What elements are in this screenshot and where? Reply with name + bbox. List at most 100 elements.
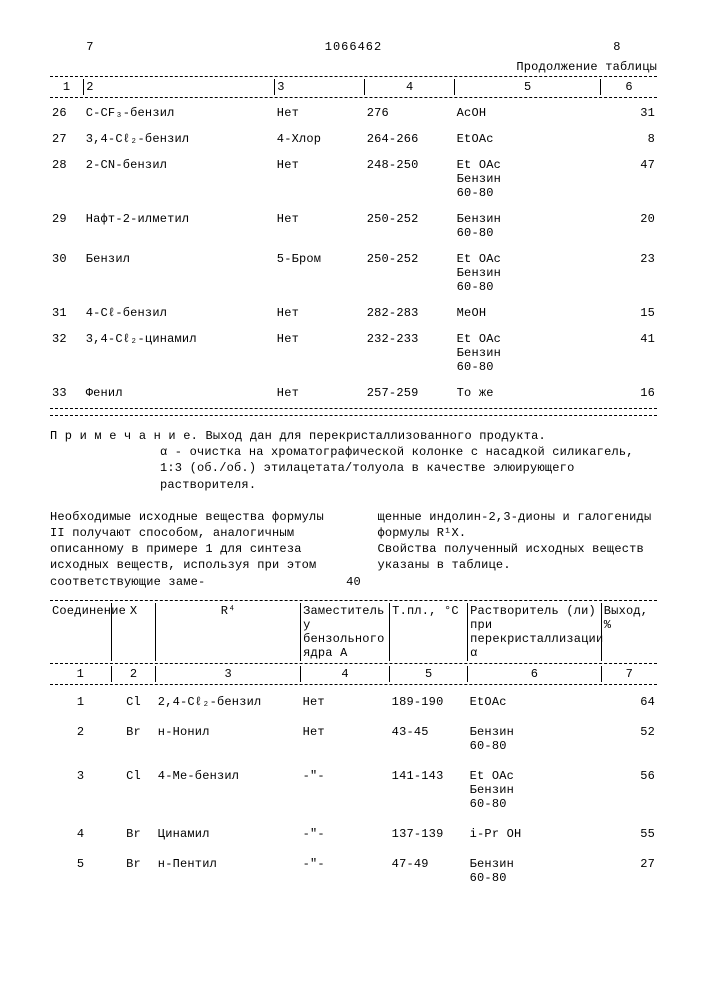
t2-subheader-cell: 5 xyxy=(390,666,468,682)
table-cell: 137-139 xyxy=(390,819,468,849)
table-row: 30Бензил5-Бром250-252Et OAcБензин60-8023 xyxy=(50,246,657,300)
table-cell: 2-CN-бензил xyxy=(84,152,275,206)
table-cell: 23 xyxy=(601,246,657,300)
table-cell: Нет xyxy=(275,326,365,380)
table-cell: 27 xyxy=(601,849,657,893)
table-row: 26C-CF₃-бензилНет276AcOH31 xyxy=(50,100,657,126)
table-cell: Et OAcБензин60-80 xyxy=(455,326,601,380)
table-cell: 52 xyxy=(601,717,657,761)
t2-subheader-cell: 7 xyxy=(601,666,657,682)
note-line2: α - очистка на хроматографической колонк… xyxy=(160,444,657,493)
table-cell: Бензин60-80 xyxy=(468,717,602,761)
table-cell: 276 xyxy=(365,100,455,126)
divider xyxy=(50,684,657,685)
table-2-header-row: Соединение X R⁴ Заместитель у бензольног… xyxy=(50,603,657,661)
table-row: 2Brн-НонилНет43-45Бензин60-8052 xyxy=(50,717,657,761)
table-cell: Нет xyxy=(301,687,390,717)
table-cell: Br xyxy=(111,819,156,849)
table-row: 314-Cℓ-бензилНет282-283MeOH15 xyxy=(50,300,657,326)
table-cell: 282-283 xyxy=(365,300,455,326)
line-number: 40 xyxy=(346,574,362,590)
table-cell: Цинамил xyxy=(156,819,301,849)
table-row: 323,4-Cℓ₂-цинамилНет232-233Et OAcБензин6… xyxy=(50,326,657,380)
table-cell: 3 xyxy=(50,761,111,819)
table-cell: 141-143 xyxy=(390,761,468,819)
table-cell: Et OAcБензин60-80 xyxy=(468,761,602,819)
table-cell: 15 xyxy=(601,300,657,326)
divider xyxy=(50,76,657,77)
t2-h6: Растворитель (ли) при перекристаллизации… xyxy=(468,603,602,661)
t1-header-cell: 4 xyxy=(365,79,455,95)
table-cell: 4-Me-бензил xyxy=(156,761,301,819)
table-cell: 32 xyxy=(50,326,84,380)
table-cell: Нет xyxy=(275,152,365,206)
table-cell: 26 xyxy=(50,100,84,126)
divider xyxy=(50,663,657,664)
table-cell: То же xyxy=(455,380,601,406)
table-1-header-row: 123456 xyxy=(50,79,657,95)
table-cell: 29 xyxy=(50,206,84,246)
body-text-left: Необходимые исходные вещества формулы II… xyxy=(50,509,330,590)
table-cell: 257-259 xyxy=(365,380,455,406)
table-cell: Et OAcБензин60-80 xyxy=(455,152,601,206)
table-2: Соединение X R⁴ Заместитель у бензольног… xyxy=(50,603,657,661)
table-cell: 2,4-Cℓ₂-бензил xyxy=(156,687,301,717)
body-text-right: щенные индолин-2,3-дионы и галогениды фо… xyxy=(378,509,658,590)
table-cell: 3,4-Cℓ₂-цинамил xyxy=(84,326,275,380)
table-cell: Br xyxy=(111,849,156,893)
table-cell: 20 xyxy=(601,206,657,246)
table-cell: Cl xyxy=(111,687,156,717)
table-cell: Бензин60-80 xyxy=(468,849,602,893)
table-cell: 264-266 xyxy=(365,126,455,152)
table-2-body: 1Cl2,4-Cℓ₂-бензилНет189-190EtOAc642Brн-Н… xyxy=(50,687,657,893)
t2-subheader-cell: 3 xyxy=(156,666,301,682)
t1-header-cell: 5 xyxy=(455,79,601,95)
page-header: 7 1066462 8 xyxy=(50,40,657,54)
table-cell: 56 xyxy=(601,761,657,819)
table-cell: 8 xyxy=(601,126,657,152)
table-cell: Et OAcБензин60-80 xyxy=(455,246,601,300)
table-2-subhead: 1234567 xyxy=(50,666,657,682)
table-cell: 43-45 xyxy=(390,717,468,761)
t1-header-cell: 2 xyxy=(84,79,275,95)
table-cell: Бензин60-80 xyxy=(455,206,601,246)
table-cell: 4-Cℓ-бензил xyxy=(84,300,275,326)
table-cell: 5 xyxy=(50,849,111,893)
table-cell: 250-252 xyxy=(365,206,455,246)
table-cell: 250-252 xyxy=(365,246,455,300)
table-cell: i-Pr OH xyxy=(468,819,602,849)
t2-subheader-cell: 6 xyxy=(468,666,602,682)
page-right-number: 8 xyxy=(577,40,657,54)
table-cell: MeOH xyxy=(455,300,601,326)
divider xyxy=(50,600,657,601)
continuation-label: Продолжение таблицы xyxy=(50,60,657,74)
table-cell: C-CF₃-бензил xyxy=(84,100,275,126)
table-cell: -"- xyxy=(301,819,390,849)
table-cell: -"- xyxy=(301,849,390,893)
table-row: 4BrЦинамил-"-137-139i-Pr OH55 xyxy=(50,819,657,849)
table-cell: 47 xyxy=(601,152,657,206)
table-cell: 47-49 xyxy=(390,849,468,893)
table-cell: Нет xyxy=(275,300,365,326)
table-cell: Нет xyxy=(275,100,365,126)
table-row: 282-CN-бензилНет248-250Et OAcБензин60-80… xyxy=(50,152,657,206)
note-line1: Выход дан для перекристаллизованного про… xyxy=(205,429,545,443)
t2-subheader-cell: 2 xyxy=(111,666,156,682)
table-cell: AcOH xyxy=(455,100,601,126)
t2-subheader-cell: 1 xyxy=(50,666,111,682)
patent-number: 1066462 xyxy=(130,40,577,54)
table-1-body: 26C-CF₃-бензилНет276AcOH31273,4-Cℓ₂-бенз… xyxy=(50,100,657,406)
table-cell: Бензил xyxy=(84,246,275,300)
t1-header-cell: 6 xyxy=(601,79,657,95)
table-1: 123456 xyxy=(50,79,657,95)
table-cell: EtOAc xyxy=(455,126,601,152)
t2-h7: Выход, % xyxy=(601,603,657,661)
divider xyxy=(50,415,657,416)
table-row: 33ФенилНет257-259То же16 xyxy=(50,380,657,406)
t2-subheader-cell: 4 xyxy=(301,666,390,682)
table-row: 3Cl4-Me-бензил-"-141-143Et OAcБензин60-8… xyxy=(50,761,657,819)
table-row: 5Brн-Пентил-"-47-49Бензин60-8027 xyxy=(50,849,657,893)
t2-h3: R⁴ xyxy=(156,603,301,661)
note-block: П р и м е ч а н и е. Выход дан для перек… xyxy=(50,428,657,493)
table-cell: 3,4-Cℓ₂-бензил xyxy=(84,126,275,152)
